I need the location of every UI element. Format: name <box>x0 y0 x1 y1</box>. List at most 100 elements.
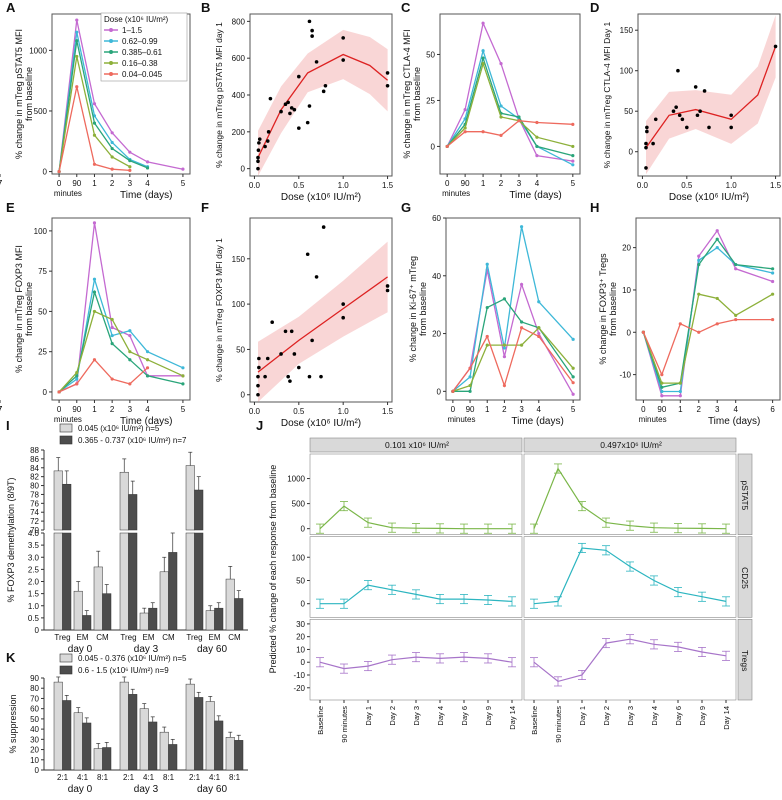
bar <box>102 593 112 631</box>
y-axis-label: from baseline <box>608 282 618 336</box>
x-tick-label: 4:1 <box>143 773 155 782</box>
data-point <box>468 389 472 393</box>
legend-entry: 0.04–0.045 <box>122 70 163 79</box>
y-tick-label: 76 <box>30 499 39 508</box>
x-tick-label: 6 <box>770 405 775 414</box>
y-tick-label: 60 <box>30 705 39 714</box>
y-tick-label: 1000 <box>287 475 305 484</box>
data-point <box>519 320 524 324</box>
facet-label: Tregs <box>740 650 750 671</box>
data-point <box>256 159 260 164</box>
bar <box>73 590 83 631</box>
data-point <box>110 342 114 346</box>
series-line <box>58 32 148 172</box>
panel-i: I 0.045 (x10⁶ IU/m²) n=5 0.365 - 0.737 (x1… <box>6 418 248 655</box>
data-point <box>292 352 297 356</box>
data-point <box>92 358 97 362</box>
x-tick-label: 5 <box>181 179 186 188</box>
data-point <box>502 343 507 347</box>
y-tick-label: 40 <box>30 725 39 734</box>
data-point <box>571 366 575 370</box>
y-tick-label: 500 <box>34 107 48 116</box>
x-tick-label: 1 <box>481 179 486 188</box>
data-point <box>485 262 489 266</box>
bar <box>53 470 63 531</box>
data-point <box>677 113 682 118</box>
panel-letter: K <box>6 650 16 665</box>
data-point <box>181 167 185 171</box>
data-point <box>502 297 507 301</box>
data-point <box>110 140 114 145</box>
x-tick-label: 1 <box>92 405 97 414</box>
data-point <box>463 126 467 130</box>
x-tick-label: 2 <box>110 405 115 414</box>
data-point <box>286 100 290 105</box>
data-point <box>485 334 489 339</box>
data-point <box>571 375 575 379</box>
y-tick-label: 50 <box>296 576 305 585</box>
y-tick-label: 400 <box>232 91 246 100</box>
group-label: day 3 <box>134 784 159 795</box>
y-tick-label: 2.5 <box>28 565 40 574</box>
x-axis-label: Dose (x10⁶ IU/m²) <box>281 192 361 203</box>
y-axis-label: % change in mTreg CTLA-4 MFI Day 1 <box>602 21 612 168</box>
y-axis-label: % change in FOXP3⁺ Tregs <box>598 253 608 365</box>
series-line <box>452 326 574 392</box>
plot-frame <box>635 217 781 401</box>
data-point <box>680 117 685 122</box>
data-point <box>145 166 150 170</box>
y-tick-label: 84 <box>30 464 39 473</box>
y-tick-label: -20 <box>293 684 305 693</box>
data-point <box>128 333 132 338</box>
data-point <box>257 356 261 361</box>
y-tick-label: 88 <box>30 446 39 455</box>
data-point <box>771 267 775 271</box>
panel-letter: G <box>401 200 411 215</box>
y-tick-label: 80 <box>30 482 39 491</box>
bar <box>102 747 112 771</box>
bar <box>119 471 129 531</box>
legend-marker <box>109 28 113 32</box>
data-point <box>535 154 539 158</box>
x-sub-label: minutes <box>54 189 82 198</box>
facet-panel <box>309 536 523 618</box>
legend-swatch <box>59 435 73 445</box>
y-tick-label: 25 <box>426 96 435 105</box>
x-tick-label: 5 <box>571 405 576 414</box>
bar <box>62 483 72 531</box>
data-point <box>263 144 267 149</box>
x-tick-label: EM <box>143 633 155 642</box>
data-point <box>678 389 682 394</box>
panel-k: K 0.045 - 0.376 (x10⁶ IU/m²) n=5 0.6 - 1.5… <box>6 650 248 795</box>
y-axis-label: % FOXP3 demethylation (8/9T) <box>6 477 16 602</box>
bar-segment <box>194 532 204 631</box>
data-point <box>297 365 301 370</box>
data-point <box>256 392 260 397</box>
panel-letter: D <box>590 0 599 15</box>
legend-entry: 0.045 - 0.376 (x10⁶ IU/m²) n=5 <box>78 654 187 663</box>
data-point <box>75 18 79 22</box>
data-point <box>697 254 701 258</box>
panel-letter: C <box>401 0 411 15</box>
x-tick-label: 0.5 <box>293 181 305 190</box>
series-line <box>319 505 512 530</box>
data-point <box>537 300 541 304</box>
group-label: day 0 <box>68 784 93 795</box>
data-point <box>75 377 79 381</box>
bar <box>82 722 92 771</box>
bar <box>139 612 149 631</box>
data-point <box>535 120 539 125</box>
x-axis-label: Time (days) <box>511 416 563 427</box>
data-point <box>571 337 575 341</box>
x-axis-label: Time (days) <box>708 416 760 427</box>
data-point <box>321 89 326 94</box>
data-point <box>110 167 114 171</box>
plot-frame <box>445 217 581 401</box>
legend-marker <box>109 61 113 65</box>
data-point <box>674 105 678 109</box>
x-tick-label: 7 <box>0 405 3 414</box>
plot-frame <box>51 217 191 401</box>
bar <box>168 744 178 771</box>
y-tick-label: 50 <box>30 715 39 724</box>
x-tick-label: Day 1 <box>578 706 587 726</box>
